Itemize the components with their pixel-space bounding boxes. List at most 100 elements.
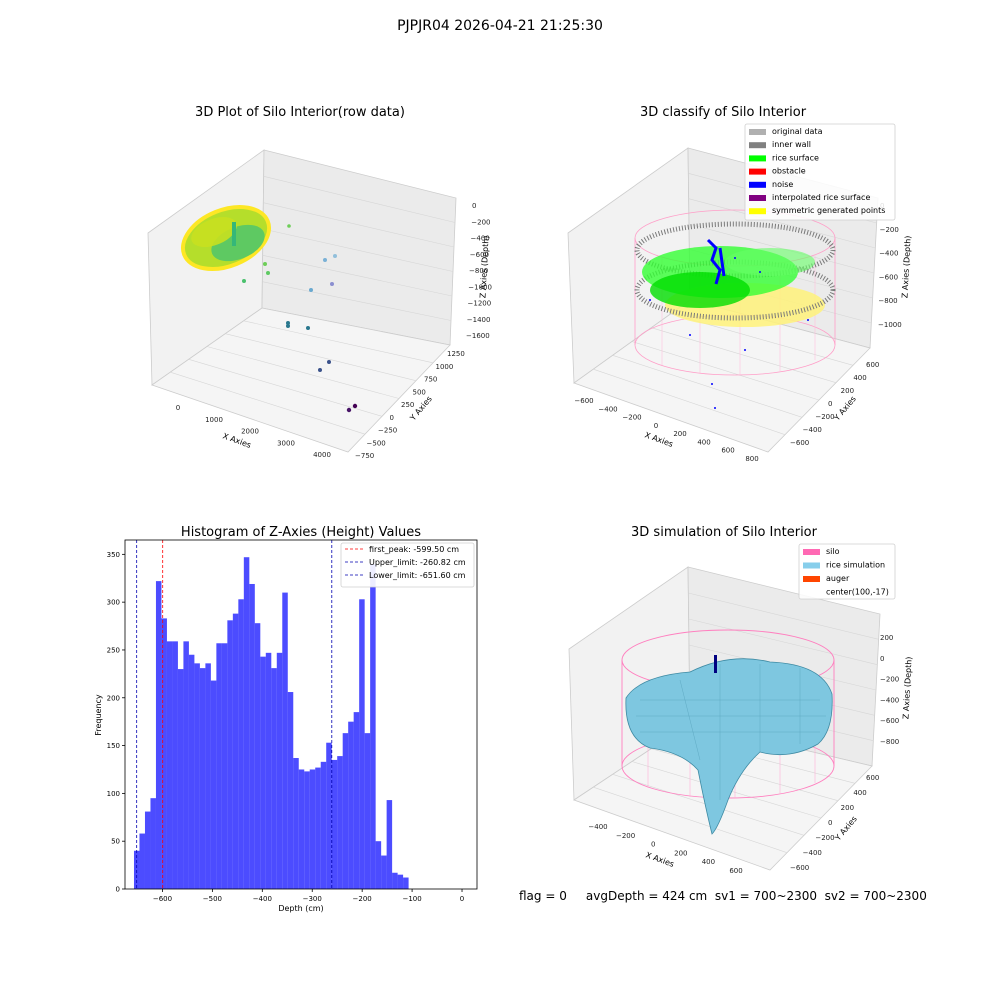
raw-tick-label: 250 (401, 401, 414, 409)
raw-tick-label: 1000 (205, 416, 223, 424)
legend-label: rice surface (772, 153, 819, 162)
sim-tick-label: 0 (828, 819, 832, 827)
raw-z-axis-label: Z Axies (Depth) (478, 235, 490, 298)
histogram-bar (282, 592, 288, 889)
raw-z-tick-labels: 0 −200 −400 −600 −800 −1000 −1200 −1400 −1600 (466, 202, 492, 340)
grid-line (225, 333, 417, 381)
histogram-bar (227, 620, 233, 889)
legend-label: auger (826, 574, 850, 583)
histogram-bar (249, 583, 255, 889)
legend-label: noise (772, 180, 793, 189)
sim-tick-label: 600 (866, 774, 879, 782)
legend-swatch (749, 181, 766, 188)
x-tick-label: −300 (303, 895, 322, 903)
simulation-panel-title: 3D simulation of Silo Interior (631, 525, 818, 540)
raw-tick-label: −1000 (468, 283, 492, 291)
legend-swatch (749, 195, 766, 201)
raw-tick-label: 750 (424, 376, 437, 384)
classify-3d-panel: 3D classify of Silo Interior (567, 105, 913, 463)
raw-panel-title: 3D Plot of Silo Interior(row data) (195, 105, 405, 120)
grid-line (263, 176, 456, 223)
histogram-bar (183, 641, 189, 889)
classify-z-axis-label: Z Axies (Depth) (900, 235, 912, 298)
histogram-bar (271, 668, 277, 889)
histogram-bar (265, 652, 272, 889)
cls-tick-label: 400 (697, 438, 710, 446)
histogram-bar (298, 769, 305, 889)
legend-swatch (749, 142, 766, 149)
raw-tick-label: 2000 (241, 428, 259, 436)
histogram-bar (260, 656, 266, 889)
raw-tick-label: −250 (378, 427, 397, 435)
cls-tick-label: 0 (828, 400, 832, 408)
histogram-bar (210, 680, 217, 889)
raw-tick-label: −1400 (467, 316, 491, 324)
histogram-x-ticks: −600 −500 −400 −300 −200 −100 0 (153, 889, 464, 903)
histogram-bar (331, 759, 338, 889)
legend-label: obstacle (772, 167, 806, 176)
histogram-bar (133, 850, 140, 889)
histogram-bar (326, 742, 332, 889)
y-tick-label: 150 (107, 742, 120, 750)
raw-tick-label: −1600 (466, 332, 490, 340)
histogram-bar (403, 877, 409, 889)
histogram-bar (320, 761, 327, 889)
x-tick-label: 0 (460, 895, 464, 903)
legend-label: interpolated rice surface (772, 193, 870, 202)
grid-line (651, 327, 837, 383)
cls-tick-label: 600 (866, 361, 879, 369)
raw-tick-label: 500 (413, 388, 426, 396)
grid-line (188, 359, 383, 417)
raw-gridlines (170, 176, 456, 435)
x-tick-label: −500 (203, 895, 222, 903)
grid-line (263, 202, 455, 248)
grid-line (688, 592, 879, 640)
legend-label: Lower_limit: -651.60 cm (369, 571, 466, 580)
cls-tick-label: 200 (841, 387, 854, 395)
sim-tick-label: −600 (880, 717, 899, 725)
sim-tick-label: −200 (616, 832, 635, 840)
grid-line (262, 255, 453, 297)
grid-line (206, 346, 400, 399)
classify-legend: original data inner wall rice surface obsta… (744, 123, 896, 221)
sim-tick-label: 600 (729, 867, 742, 875)
sim-tick-label: −200 (815, 834, 834, 842)
histogram-bar (348, 721, 354, 889)
histogram-bar (397, 874, 404, 889)
legend-swatch (749, 208, 766, 215)
histogram-bar (155, 581, 162, 889)
raw-tick-label: −200 (471, 218, 490, 226)
histogram-bar (386, 800, 393, 889)
grid-line (262, 281, 452, 321)
classify-panel-title: 3D classify of Silo Interior (640, 105, 807, 120)
raw-tick-label: 0 (472, 202, 476, 210)
cls-tick-label: 0 (654, 422, 658, 430)
grid-line (262, 228, 454, 272)
sim-tick-label: −400 (803, 849, 822, 857)
histogram-bar (304, 771, 310, 889)
cls-tick-label: −600 (574, 397, 593, 405)
legend-swatch (803, 576, 820, 582)
cls-tick-label: −400 (598, 405, 617, 413)
raw-tick-label: 4000 (313, 451, 331, 459)
histogram-bar (205, 663, 211, 889)
classify-silo-points (634, 209, 836, 409)
legend-label: inner wall (772, 140, 811, 149)
legend-swatch (749, 129, 766, 135)
histogram-title: Histogram of Z-Axies (Height) Values (181, 525, 421, 540)
histogram-bar (216, 643, 222, 889)
sim-tick-label: −800 (880, 738, 899, 746)
histogram-bar (359, 599, 365, 889)
histogram-bar (254, 623, 261, 889)
raw-tick-label: −800 (469, 267, 488, 275)
simulation-x-tick-labels: −400 −200 0 200 400 600 (588, 823, 742, 875)
histogram-bar (370, 563, 376, 889)
raw-tick-label: 0 (390, 414, 394, 422)
cls-tick-label: −200 (880, 226, 899, 234)
raw-y-tick-labels: 1250 1000 750 500 250 0 −250 −500 −750 (355, 350, 465, 460)
legend-label: first_peak: -599.50 cm (369, 545, 459, 554)
legend-label: Upper_limit: -260.82 cm (369, 558, 466, 567)
cls-tick-label: 200 (673, 430, 686, 438)
